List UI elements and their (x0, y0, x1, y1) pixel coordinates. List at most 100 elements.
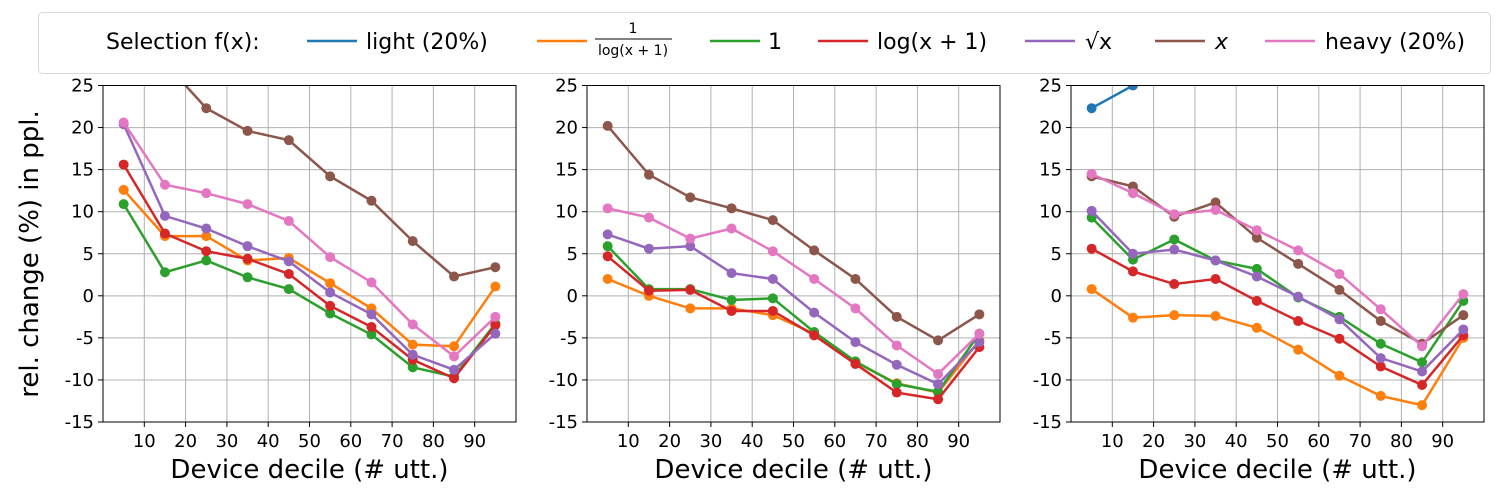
legend-entry-log: log(x + 1) (818, 30, 987, 55)
data-point-sqrt (891, 359, 902, 370)
data-point-inv_log (407, 339, 418, 350)
data-point-sqrt (809, 307, 820, 318)
data-point-one (1169, 234, 1180, 245)
data-point-log (490, 320, 501, 331)
data-point-one (283, 284, 294, 295)
data-point-x (643, 169, 654, 180)
series-line-log (1091, 247, 1465, 387)
data-point-x (490, 262, 501, 273)
y-tick-label: 5 (1051, 244, 1062, 265)
data-point-one (325, 308, 336, 319)
data-point-sqrt (1375, 353, 1386, 364)
data-point-log (891, 387, 902, 398)
data-point-sqrt (685, 241, 696, 252)
data-point-log (933, 394, 944, 405)
data-point-log (1417, 379, 1428, 390)
axes-frame (1070, 85, 1485, 423)
series-group (118, 85, 501, 384)
data-point-x (974, 309, 985, 320)
data-point-log (1334, 333, 1345, 344)
data-point-heavy (602, 203, 613, 214)
x-tick-label: 60 (339, 431, 362, 452)
y-tick-label: -15 (65, 412, 94, 433)
data-point-one (1251, 263, 1262, 274)
x-tick-label: 70 (865, 431, 888, 452)
series-line-sqrt (607, 233, 981, 386)
y-tick-label: 25 (555, 76, 578, 97)
x-tick-label: 70 (381, 431, 404, 452)
series-line-one (1090, 216, 1465, 364)
data-point-sqrt (1417, 366, 1428, 377)
legend-frame (38, 12, 1491, 74)
x-tick-label: 10 (617, 431, 640, 452)
series-line-x (606, 125, 981, 342)
data-point-one (242, 272, 253, 283)
y-tick-label: 5 (567, 244, 578, 265)
y-tick-label: -10 (1033, 370, 1062, 391)
data-point-inv_log (1375, 390, 1386, 401)
y-tick-label: 5 (83, 244, 94, 265)
axes-frame (586, 85, 1001, 423)
y-tick-label: -15 (1033, 412, 1062, 433)
x-tick-label: 30 (1183, 431, 1206, 452)
data-point-x (407, 236, 418, 247)
data-point-log (201, 246, 212, 257)
series-line-sqrt (1090, 209, 1465, 373)
data-point-sqrt (366, 309, 377, 320)
panel-2: 10 20 30 40 50 60 70 80 90 -15 -10 -5 0 5 10 15 20 25 Devi… (549, 76, 1001, 485)
data-point-log (283, 268, 294, 279)
series-line-x (1091, 175, 1465, 346)
data-point-heavy (1251, 225, 1262, 236)
data-point-heavy (490, 311, 501, 322)
x-tick-label: 40 (741, 431, 764, 452)
data-point-log (1210, 273, 1221, 284)
y-tick-label: 15 (71, 160, 94, 181)
series-line-sqrt (122, 123, 497, 372)
legend-entry-x: x (1155, 30, 1229, 55)
legend-entry-heavy: heavy (20%) (1265, 30, 1465, 55)
y-tick-label: 10 (555, 202, 578, 223)
data-point-inv_log (325, 278, 336, 289)
data-point-heavy (1127, 188, 1138, 199)
legend-label-denominator: log(x + 1) (598, 43, 668, 59)
data-point-inv_log (1417, 400, 1428, 411)
data-point-sqrt (283, 256, 294, 267)
data-point-log (726, 305, 737, 316)
y-tick-label: 25 (1039, 76, 1062, 97)
data-point-heavy (366, 277, 377, 288)
x-tick-label: 50 (1266, 431, 1289, 452)
data-point-one (1417, 357, 1428, 368)
data-point-x (1334, 284, 1345, 295)
legend: Selection f(x): light (20%) 1 log(x + 1) 1 l… (38, 12, 1491, 74)
series-line-inv_log (122, 188, 497, 348)
data-point-x (1293, 258, 1304, 269)
x-tick-label: 50 (782, 431, 805, 452)
series-line-log (606, 255, 981, 401)
legend-label-one: 1 (768, 30, 782, 55)
data-point-heavy (1375, 304, 1386, 315)
legend-entry-sqrt: √x (1025, 30, 1112, 55)
legend-entry-one: 1 (710, 30, 782, 55)
legend-label-log: log(x + 1) (877, 30, 987, 55)
series-line-heavy (122, 121, 497, 359)
data-point-log (118, 159, 129, 170)
data-point-one (407, 362, 418, 373)
data-point-heavy (767, 246, 778, 257)
legend-label-sqrt: √x (1085, 30, 1112, 55)
data-point-log (1375, 361, 1386, 372)
y-tick-label: -15 (549, 412, 578, 433)
data-point-log (685, 284, 696, 295)
data-point-x (933, 335, 944, 346)
data-point-x (325, 171, 336, 182)
data-point-log (643, 285, 654, 296)
data-point-heavy (1417, 341, 1428, 352)
data-point-heavy (1458, 289, 1469, 300)
data-point-inv_log (602, 273, 613, 284)
x-tick-label: 70 (1349, 431, 1372, 452)
data-point-sqrt (490, 328, 501, 339)
data-point-sqrt (933, 379, 944, 390)
data-point-sqrt (159, 210, 170, 221)
data-point-log (366, 321, 377, 332)
data-point-x (1210, 197, 1221, 208)
